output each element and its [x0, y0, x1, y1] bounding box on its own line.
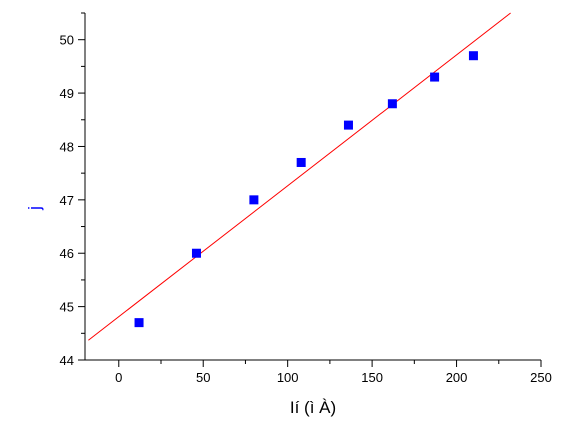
data-point — [468, 51, 478, 61]
data-points — [134, 51, 478, 328]
data-point — [296, 157, 306, 167]
axes — [84, 13, 541, 361]
y-tick-label: 48 — [60, 139, 74, 154]
data-point — [249, 195, 259, 205]
x-tick-label: 200 — [446, 370, 468, 385]
x-tick-label: 100 — [277, 370, 299, 385]
x-tick-label: 250 — [530, 370, 552, 385]
data-point — [387, 99, 397, 109]
data-point — [430, 72, 440, 82]
y-tick-label: 45 — [60, 300, 74, 315]
y-tick-label: 49 — [60, 86, 74, 101]
x-axis-ticks: 0 50 100 150 200 250 — [115, 360, 552, 385]
y-tick-label: 44 — [60, 353, 74, 368]
y-tick-label: 50 — [60, 33, 74, 48]
x-tick-label: 150 — [361, 370, 383, 385]
data-point — [191, 248, 201, 258]
x-tick-label: 50 — [196, 370, 210, 385]
y-tick-label: 46 — [60, 246, 74, 261]
x-axis-title: Ií (ì À) — [290, 398, 336, 417]
y-tick-label: 47 — [60, 193, 74, 208]
fit-line-group — [88, 12, 511, 341]
x-tick-label: 0 — [115, 370, 122, 385]
fit-line — [88, 12, 511, 341]
data-point — [134, 318, 144, 328]
data-point — [343, 120, 353, 130]
y-axis-ticks: 44 45 46 47 48 49 50 — [60, 12, 85, 368]
y-axis-title: j — [25, 206, 44, 211]
